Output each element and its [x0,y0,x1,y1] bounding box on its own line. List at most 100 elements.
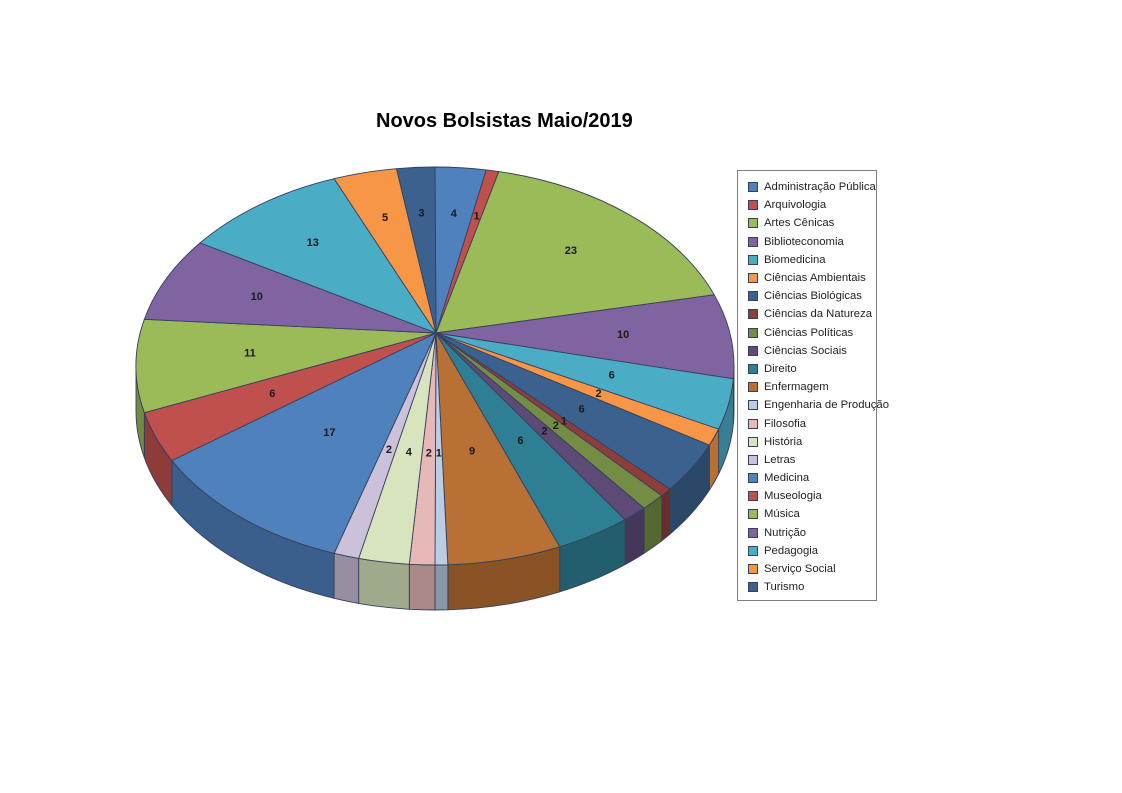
pie-slice-side [408,563,436,611]
legend-label: Museologia [764,490,822,503]
legend-swatch-icon [748,273,758,284]
legend-label: Ciências Ambientais [764,272,866,285]
legend-swatch-icon [748,382,758,393]
legend-item: Ciências Políticas [748,324,876,342]
legend-item: Ciências Biológicas [748,287,876,305]
slice-value-label: 6 [517,435,523,447]
pie-slice [396,166,437,334]
legend-swatch-icon [748,454,758,465]
legend-item: Ciências da Natureza [748,305,876,323]
legend-label: Letras [764,453,796,466]
slice-value-label: 4 [451,208,458,220]
legend-swatch-icon [748,182,758,193]
slice-value-label: 17 [323,427,335,439]
slice-value-label: 11 [244,347,256,359]
legend-label: Arquivologia [764,199,827,212]
slice-value-label: 2 [553,420,559,432]
legend-swatch-icon [748,582,758,593]
legend-label: Enfermagem [764,381,829,394]
legend-label: Ciências Sociais [764,344,847,357]
legend-swatch-icon [748,291,758,302]
legend: Administração Pública Arquivologia Artes C… [737,170,889,601]
legend-label: Ciências Políticas [764,326,854,339]
slice-value-label: 9 [469,445,475,457]
legend-item: Biblioteconomia [748,233,876,251]
legend-item: Medicina [748,469,876,487]
legend-item: Administração Pública [748,178,876,196]
legend-swatch-icon [748,200,758,211]
pie-slice [143,242,437,334]
legend-label: Artes Cênicas [764,217,835,230]
pie-slice [435,332,561,566]
legend-swatch-icon [748,491,758,502]
legend-label: Ciências Biológicas [764,290,862,303]
legend-label: Serviço Social [764,563,836,576]
slice-value-label: 2 [426,448,432,460]
legend-item: Letras [748,451,876,469]
pie-slice-side [333,552,360,604]
legend-label: Música [764,508,800,521]
slice-value-label: 5 [382,212,388,224]
pie-slice [435,294,735,380]
slice-value-label: 2 [386,444,392,456]
legend-item: Ciências Sociais [748,342,876,360]
chart-title: Novos Bolsistas Maio/2019 [376,110,633,132]
legend-swatch-icon [748,400,758,411]
legend-swatch-icon [748,418,758,429]
legend-label: Engenharia de Produção [764,399,889,412]
legend-label: Medicina [764,472,810,485]
slice-value-label: 13 [307,237,319,249]
legend-swatch-icon [748,218,758,229]
legend-label: Turismo [764,581,805,594]
legend-swatch-icon [748,363,758,374]
legend-item: Direito [748,360,876,378]
legend-label: Pedagogia [764,544,819,557]
slice-value-label: 6 [609,370,615,382]
legend-item: Arquivologia [748,196,876,214]
legend-item: Enfermagem [748,378,876,396]
legend-item: Ciências Ambientais [748,269,876,287]
slice-value-label: 1 [436,448,442,460]
pie-slice [171,332,437,554]
slice-value-label: 2 [541,426,547,438]
legend-item: Museologia [748,487,876,505]
pie-slice-side [661,488,671,542]
legend-item: Música [748,505,876,523]
legend-swatch-icon [748,564,758,575]
legend-swatch-icon [748,309,758,320]
pie-slice-side [434,564,449,611]
pie-slice [435,171,715,334]
pie-slice [199,178,437,334]
legend-swatch-icon [748,545,758,556]
legend-item: História [748,433,876,451]
pie-slice-side [358,557,410,610]
legend-item: Engenharia de Produção [748,396,889,414]
slice-value-label: 10 [251,291,263,303]
legend-swatch-icon [748,436,758,447]
legend-swatch-icon [748,345,758,356]
legend-swatch-icon [748,509,758,520]
pie-slice [135,318,437,414]
legend-label: Nutrição [764,526,807,539]
slice-value-label: 1 [474,210,480,222]
legend-label: Ciências da Natureza [764,308,873,321]
legend-item: Artes Cênicas [748,214,876,232]
legend-label: Biblioteconomia [764,235,844,248]
legend-label: Biomedicina [764,253,826,266]
slice-value-label: 23 [565,245,577,257]
legend-item: Biomedicina [748,251,876,269]
legend-label: História [764,435,803,448]
slice-value-label: 1 [561,416,567,428]
legend-item: Turismo [748,578,876,596]
legend-item: Filosofia [748,414,876,432]
slice-value-label: 2 [595,388,601,400]
slice-value-label: 3 [418,208,424,220]
legend-swatch-icon [748,473,758,484]
slice-value-label: 6 [578,404,584,416]
legend-swatch-icon [748,327,758,338]
slice-value-label: 6 [269,388,275,400]
legend-swatch-icon [748,527,758,538]
slice-value-label: 10 [617,329,629,341]
